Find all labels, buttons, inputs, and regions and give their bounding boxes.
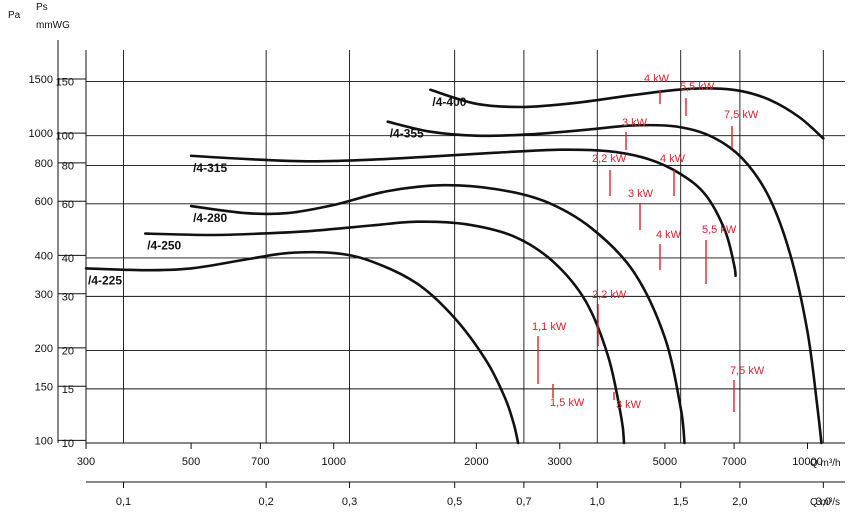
power-marker-label: 2,2 kW xyxy=(592,289,627,301)
x2-tick-label: 0,3 xyxy=(342,496,357,508)
y-tick-label-pa: 1500 xyxy=(29,74,53,86)
power-marker-label: 2,2 kW xyxy=(592,153,627,165)
y-tick-label-mmwg: 40 xyxy=(62,253,74,265)
x2-tick-label: 2,0 xyxy=(732,496,747,508)
y-tick-label-pa: 150 xyxy=(35,381,53,393)
fan-curve-4-400 xyxy=(429,87,825,140)
x2-tick-label: 1,5 xyxy=(673,496,688,508)
y-tick-label-pa: 200 xyxy=(35,343,53,355)
y-tick-label-pa: 300 xyxy=(35,289,53,301)
fan-curve-label-4-355: /4-355 xyxy=(390,127,424,141)
y-tick-label-pa: 100 xyxy=(35,435,53,447)
power-marker-label: 3 kW xyxy=(622,117,648,129)
power-marker-label: 4 kW xyxy=(644,73,670,85)
power-marker-label: 3 kW xyxy=(616,399,642,411)
y-tick-label-mmwg: 30 xyxy=(62,291,74,303)
y-tick-label-mmwg: 150 xyxy=(56,77,74,89)
y-tick-label-pa: 600 xyxy=(35,196,53,208)
y-axis-unit-mmwg: mmWG xyxy=(36,20,70,31)
fan-curve-4-225 xyxy=(84,250,520,445)
y-tick-label-mmwg: 20 xyxy=(62,345,74,357)
power-marker-label: 5,5 kW xyxy=(702,224,737,236)
x2-tick-label: 1,0 xyxy=(590,496,605,508)
x2-tick-label: 0,5 xyxy=(447,496,462,508)
y-axis-symbol-ps: Ps xyxy=(36,2,48,13)
x-tick-label: 300 xyxy=(77,456,95,468)
y-tick-label-mmwg: 15 xyxy=(62,384,74,396)
fan-curve-4-250 xyxy=(143,220,626,445)
fan-curve-label-4-280: /4-280 xyxy=(193,211,227,225)
x-tick-label: 7000 xyxy=(722,456,746,468)
power-marker-label: 4 kW xyxy=(660,153,686,165)
y-axis-unit-pa: Pa xyxy=(8,10,21,21)
x-tick-label: 10000 xyxy=(792,456,823,468)
y-tick-label-mmwg: 10 xyxy=(62,438,74,450)
fan-curve-label-4-400: /4-400 xyxy=(432,95,466,109)
x-axis-unit-m3s: Q m³/s xyxy=(810,497,840,508)
fan-curve-4-280 xyxy=(189,183,686,445)
x2-tick-label: 0,7 xyxy=(516,496,531,508)
x-tick-label: 1000 xyxy=(321,456,345,468)
y-tick-label-pa: 400 xyxy=(35,250,53,262)
power-marker-label: 4 kW xyxy=(656,229,682,241)
power-marker-label: 5,5 kW xyxy=(680,81,715,93)
y-tick-label-mmwg: 60 xyxy=(62,199,74,211)
power-marker-label: 7,5 kW xyxy=(724,109,759,121)
power-marker-label: 1,1 kW xyxy=(532,321,567,333)
power-marker-label: 7,5 kW xyxy=(730,365,765,377)
y-tick-label-pa: 800 xyxy=(35,158,53,170)
fan-curve-label-4-250: /4-250 xyxy=(147,239,181,253)
x-tick-label: 500 xyxy=(182,456,200,468)
axes: 300 500 700 1000 2000 3000 5000 7000 10000 0,1 0,2… xyxy=(29,40,845,508)
x2-tick-label: 3,0 xyxy=(816,496,831,508)
fan-curve-label-4-225: /4-225 xyxy=(88,273,122,287)
power-marker-label: 3 kW xyxy=(628,188,654,200)
fan-curve-4-315 xyxy=(189,148,737,278)
y-tick-label-pa: 1000 xyxy=(29,128,53,140)
y-tick-label-mmwg: 80 xyxy=(62,160,74,172)
power-marker-label: 1,5 kW xyxy=(550,397,585,409)
fan-curves xyxy=(84,87,825,445)
x2-tick-label: 0,2 xyxy=(258,496,273,508)
fan-curve-label-4-315: /4-315 xyxy=(193,161,227,175)
labels: /4-225/4-250/4-280/4-315/4-355/4-400 xyxy=(88,95,467,288)
y-tick-label-mmwg: 100 xyxy=(56,131,74,143)
x-tick-label: 5000 xyxy=(653,456,677,468)
x-tick-label: 700 xyxy=(251,456,269,468)
x2-tick-label: 0,1 xyxy=(116,496,131,508)
power-markers: 4 kW 5,5 kW 7,5 kW 3 kW 2,2 kW 4 kW 3 kW 4 kW 5,… xyxy=(532,73,765,412)
x-tick-label: 3000 xyxy=(548,456,572,468)
x-tick-label: 2000 xyxy=(464,456,488,468)
x-axis-unit-m3h: Q m³/h xyxy=(810,458,841,469)
fan-curve-4-355 xyxy=(386,120,823,445)
